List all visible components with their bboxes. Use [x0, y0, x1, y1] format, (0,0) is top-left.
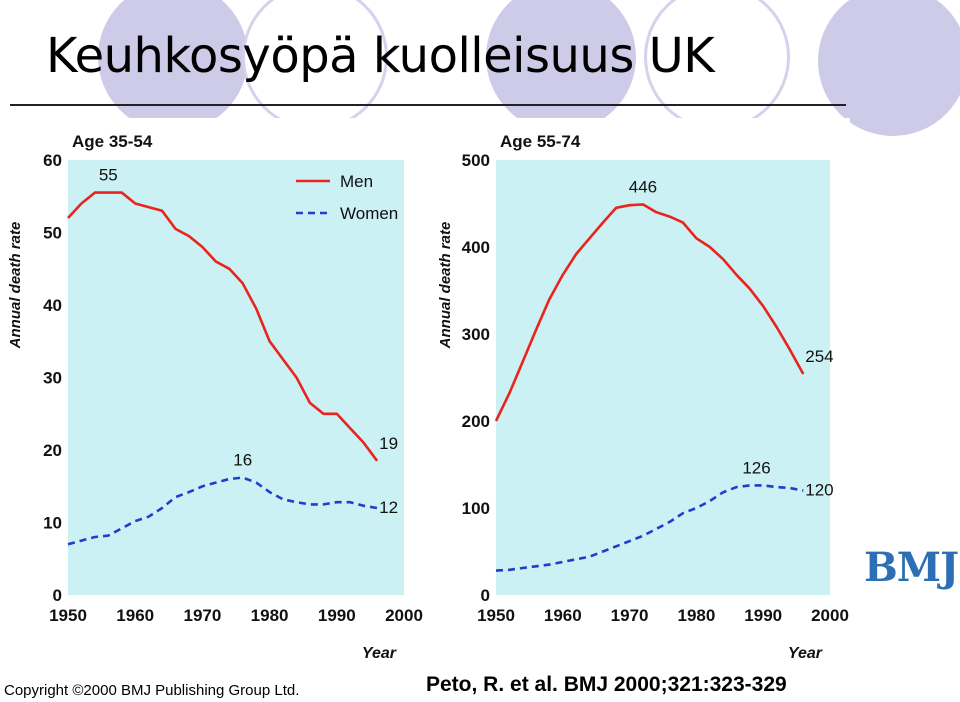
decor-circle: [98, 0, 248, 132]
y-tick-label: 500: [462, 151, 490, 170]
series-line-women: [495, 484, 804, 572]
chart-figure: Age 35-54 Annual death rate Year 0 10 20 30 40 5…: [6, 118, 850, 668]
x-tick-label: 2000: [385, 606, 423, 625]
data-label: 12: [379, 498, 398, 517]
data-label: 254: [805, 347, 833, 366]
plot-area: [496, 160, 830, 595]
data-label: 19: [379, 434, 398, 453]
citation-text: Peto, R. et al. BMJ 2000;321:323-329: [426, 673, 787, 696]
y-tick-label: 0: [53, 586, 62, 605]
x-tick-label: 1990: [318, 606, 356, 625]
series-line-men: [67, 191, 379, 462]
x-tick-label: 1980: [677, 606, 715, 625]
bmj-logo: BMJ: [864, 544, 959, 591]
x-tick-label: 2000: [811, 606, 849, 625]
x-tick-label: 1950: [477, 606, 515, 625]
y-tick-label: 0: [481, 586, 490, 605]
series-line-women: [67, 476, 378, 546]
x-tick-label: 1960: [116, 606, 154, 625]
chart-canvas: Age 35-54 Annual death rate Year 0 10 20 30 40 5…: [7, 132, 849, 662]
y-tick-label: 400: [462, 238, 490, 257]
data-label: 446: [629, 177, 657, 196]
title-rule: [10, 104, 846, 106]
x-tick-label: 1990: [744, 606, 782, 625]
y-tick-label: 40: [43, 296, 62, 315]
x-tick-label: 1980: [251, 606, 289, 625]
y-tick-label: 30: [43, 369, 62, 388]
slide-title: Keuhkosyöpä kuolleisuus UK: [46, 28, 715, 84]
decor-circle: [818, 0, 960, 136]
y-tick-label: 200: [462, 412, 490, 431]
copyright-text: Copyright ©2000 BMJ Publishing Group Ltd…: [4, 682, 300, 699]
y-tick-label: 50: [43, 224, 62, 243]
data-label: 126: [742, 458, 770, 477]
x-axis-label: Year: [788, 645, 823, 662]
series-line-men: [494, 203, 805, 422]
x-tick-label: 1970: [611, 606, 649, 625]
decor-circle: [486, 0, 636, 132]
data-label: 120: [805, 481, 833, 500]
x-tick-label: 1970: [183, 606, 221, 625]
y-tick-label: 20: [43, 441, 62, 460]
x-tick-label: 1950: [49, 606, 87, 625]
x-axis-label: Year: [362, 645, 397, 662]
x-tick-label: 1960: [544, 606, 582, 625]
y-tick-label: 60: [43, 151, 62, 170]
y-axis-label: Annual death rate: [7, 222, 24, 350]
y-tick-label: 300: [462, 325, 490, 344]
data-label: 55: [99, 166, 118, 185]
y-axis-label: Annual death rate: [437, 222, 454, 350]
chart-title: Age 55-74: [500, 132, 581, 151]
data-label: 16: [233, 451, 252, 470]
legend-label-women: Women: [340, 204, 398, 223]
decor-circle: [242, 0, 388, 130]
chart-title: Age 35-54: [72, 132, 153, 151]
plot-area: [68, 160, 404, 595]
legend-label-men: Men: [340, 172, 373, 191]
y-tick-label: 10: [43, 514, 62, 533]
y-tick-label: 100: [462, 499, 490, 518]
